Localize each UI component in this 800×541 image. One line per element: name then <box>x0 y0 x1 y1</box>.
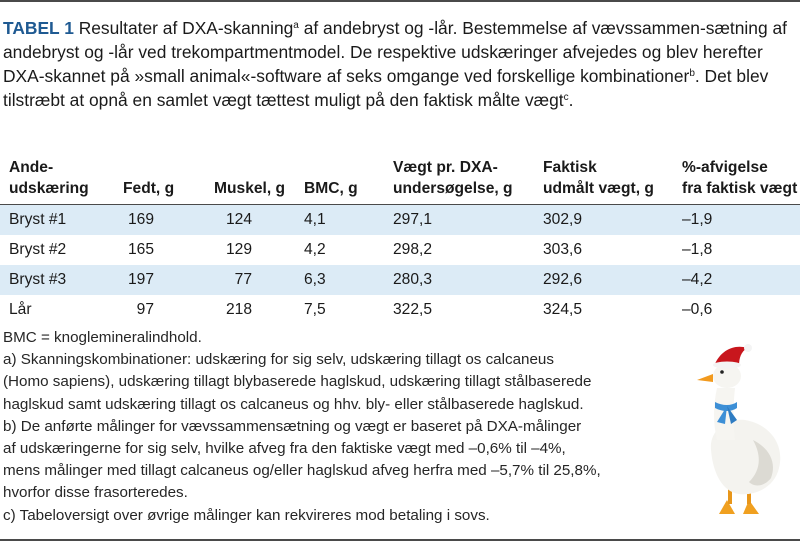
data-table: Ande-udskæring Fedt, g Muskel, g BMC, g … <box>0 150 800 325</box>
cell-muscle: 218 <box>225 301 252 318</box>
cell-dxa-weight: 322,5 <box>393 301 433 318</box>
column-header-muscle: Muskel, g <box>214 150 304 205</box>
footnote-line: c) Tabeloversigt over øvrige målinger ka… <box>3 506 490 524</box>
cell-fat: 165 <box>127 241 154 258</box>
column-header-dxa-weight: Vægt pr. DXA-undersøgelse, g <box>393 150 543 205</box>
cell-muscle: 129 <box>225 241 252 258</box>
cell-dxa-weight: 297,1 <box>393 204 543 235</box>
cell-bmc: 4,2 <box>304 241 326 258</box>
cell-cut: Bryst #2 <box>9 241 67 258</box>
cell-dxa-weight: 298,2 <box>393 241 433 258</box>
cell-muscle: 124 <box>214 204 304 235</box>
footnote-mark-c: c <box>563 92 569 103</box>
cell-measured-weight: 324,5 <box>543 301 583 318</box>
footnote-line: af udskæringerne for sig selv, hvilke af… <box>3 440 566 458</box>
table-row: Bryst #2 165 129 4,2 298,2 303,6 –1,8 <box>0 235 800 265</box>
cell-fat: 197 <box>123 265 214 295</box>
column-header-measured-weight: Faktisk udmålt vægt, g <box>543 150 682 205</box>
cell-cut: Bryst #3 <box>0 265 123 295</box>
caption-label: TABEL 1 <box>3 18 74 38</box>
table-row: Bryst #1 169 124 4,1 297,1 302,9 –1,9 <box>0 204 800 235</box>
footnote-line: hvorfor disse frasorteredes. <box>3 484 188 502</box>
cell-bmc: 4,1 <box>304 204 393 235</box>
cell-measured-weight: 302,9 <box>543 204 682 235</box>
table-caption: TABEL 1 Resultater af DXA-skanninga af a… <box>3 16 795 112</box>
caption-text: af andebryst og -lår. Bestemmelse af væv… <box>3 18 787 86</box>
column-header-bmc: BMC, g <box>304 150 393 205</box>
cell-deviation: –4,2 <box>682 265 800 295</box>
cell-dxa-weight: 280,3 <box>393 265 543 295</box>
cell-measured-weight: 292,6 <box>543 265 682 295</box>
cell-deviation: –0,6 <box>682 301 713 318</box>
cell-deviation: –1,8 <box>682 241 713 258</box>
footnote-line: b) De anførte målinger for vævssammensæt… <box>3 417 582 435</box>
footnote-mark-b: b <box>689 68 695 79</box>
caption-text: . Det blev tilstræbt at opnå en samlet v… <box>3 66 769 110</box>
table-row: Bryst #3 197 77 6,3 280,3 292,6 –4,2 <box>0 265 800 295</box>
header-row: Ande-udskæring Fedt, g Muskel, g BMC, g … <box>0 150 800 205</box>
footnote-line: a) Skanningskombinationer: udskæring for… <box>3 351 554 369</box>
footnote-line: (Homo sapiens), udskæring tillagt blybas… <box>3 373 592 391</box>
column-header-deviation: %-afvigelse fra faktisk vægt <box>682 150 800 205</box>
cell-measured-weight: 303,6 <box>543 241 583 258</box>
footnote-line: mens målinger med tillagt calcaneus og/e… <box>3 462 601 480</box>
cell-bmc: 7,5 <box>304 301 326 318</box>
cell-fat: 97 <box>136 301 154 318</box>
cell-bmc: 6,3 <box>304 265 393 295</box>
cell-cut: Bryst #1 <box>0 204 123 235</box>
column-header-fat: Fedt, g <box>123 150 214 205</box>
table-row: Lår 97 218 7,5 322,5 324,5 –0,6 <box>0 295 800 325</box>
footnote-line: BMC = knoglemineralindhold. <box>3 329 202 346</box>
caption-text: Resultater af DXA-skanning <box>73 18 294 38</box>
footnote-mark-a: a <box>293 20 299 31</box>
column-header-cut: Ande-udskæring <box>0 150 123 205</box>
footnotes: BMC = knoglemineralindhold. a) Skannings… <box>3 327 703 527</box>
footnote-line: haglskud samt udskæring tillagt os calca… <box>3 395 584 413</box>
cell-fat: 169 <box>123 204 214 235</box>
caption-text: . <box>568 90 574 110</box>
cell-muscle: 77 <box>214 265 304 295</box>
goose-with-santa-hat-icon <box>697 344 781 514</box>
cell-cut: Lår <box>9 301 32 318</box>
cell-deviation: –1,9 <box>682 204 800 235</box>
